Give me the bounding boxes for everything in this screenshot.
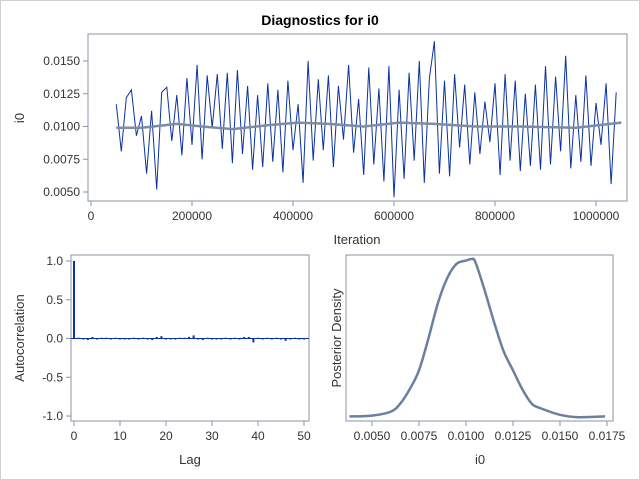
x-tick-label: 20 [159,429,173,443]
acf-bar [155,336,158,339]
acf-bar [284,338,287,341]
acf-bar [142,337,144,339]
y-tick-label: -1.0 [42,409,63,423]
acf-bar [229,338,232,340]
acf-bar [178,337,181,339]
acf-bar [247,336,250,339]
acf-bar [234,337,236,339]
x-tick-label: 50 [297,429,311,443]
acf-bar [192,335,195,339]
acf-bar [220,338,223,340]
acf-bar [280,338,282,340]
acf-bar [243,336,246,339]
acf-bar [266,337,269,339]
x-tick-label: 0 [88,209,95,223]
x-tick-label: 1000000 [573,209,620,223]
acf-bar [128,338,131,340]
x-tick-label: 40 [251,429,265,443]
density-xlabel: i0 [475,452,485,467]
plot-frame [87,33,628,202]
y-tick-label: 0.0050 [43,185,80,199]
acf-bar [238,338,241,340]
acf-bar [146,338,149,340]
acf-bar [215,338,218,340]
acf-bar [197,338,200,340]
acf-bar [77,337,80,339]
acf-bar [174,338,177,340]
x-tick-label: 0.0050 [354,429,391,443]
acf-xlabel: Lag [179,452,201,467]
acf-bar [151,338,154,341]
plot-frame [345,254,614,422]
density-curve [349,257,606,419]
x-tick-label: 0.0150 [542,429,579,443]
acf-bar [100,337,103,339]
acf-bar [123,338,126,340]
acf-bar [275,337,278,339]
acf-bar [183,337,186,339]
acf-bar [137,338,140,340]
acf-bar [82,338,85,340]
acf-bar [270,338,273,340]
chart-title: Diagnostics for i0 [261,12,379,28]
x-tick-label: 0.0175 [589,429,626,443]
acf-bar [105,337,108,339]
acf-bar [293,337,296,339]
acf-bar [114,337,117,339]
acf-bar [224,337,227,339]
acf-bar [201,338,204,341]
y-tick-label: 0.0100 [43,120,80,134]
acf-bar [257,337,259,339]
acf-bar [169,338,172,340]
x-tick-label: 0.0125 [495,429,532,443]
acf-bar [206,337,209,339]
y-tick-label: -0.5 [42,370,63,384]
y-tick-label: 0.0 [46,332,63,346]
trace-plot: 0 200000 400000 600000 800000 1000000 0.0050 0.… [43,33,628,223]
acf-bar [91,336,94,339]
acf-bar [298,338,301,340]
x-tick-label: 0.0100 [448,429,485,443]
acf-bar [109,338,112,340]
y-tick-label: 0.0075 [43,152,80,166]
acf-bar [188,336,190,339]
acf-bar [252,338,255,343]
x-tick-label: 0.0075 [401,429,438,443]
x-tick-label: 200000 [172,209,212,223]
x-tick-label: 10 [113,429,127,443]
trace-xlabel: Iteration [334,232,381,247]
x-tick-label: 30 [205,429,219,443]
acf-ylabel: Autocorrelation [12,294,27,381]
y-tick-label: 0.5 [46,293,63,307]
acf-bar [211,338,213,340]
trace-ylabel: i0 [12,113,27,123]
x-tick-label: 0 [71,429,78,443]
x-tick-label: 400000 [273,209,313,223]
x-tick-label: 600000 [374,209,414,223]
acf-bar [289,338,292,340]
y-tick-label: 0.0150 [43,54,80,68]
acf-bar [119,338,121,340]
y-tick-label: 1.0 [46,254,63,268]
trace-line [115,41,617,198]
acf-bar [160,336,163,339]
acf-bar [303,338,305,340]
acf-bar [96,338,98,340]
acf-bar [165,338,167,340]
y-tick-label: 0.0125 [43,87,80,101]
acf-bar [261,338,264,340]
autocorrelation-plot: 0 10 20 30 40 50 -1.0 -0.5 0.0 0.5 1.0 [42,254,311,443]
acf-bar [86,338,89,341]
density-ylabel: Posterior Density [329,288,344,387]
smoothed-mean-line [116,121,622,131]
density-plot: 0.0050 0.0075 0.0100 0.0125 0.0150 0.0175 [345,254,626,443]
acf-bar [73,261,75,339]
acf-bar [132,337,135,339]
x-tick-label: 800000 [475,209,515,223]
